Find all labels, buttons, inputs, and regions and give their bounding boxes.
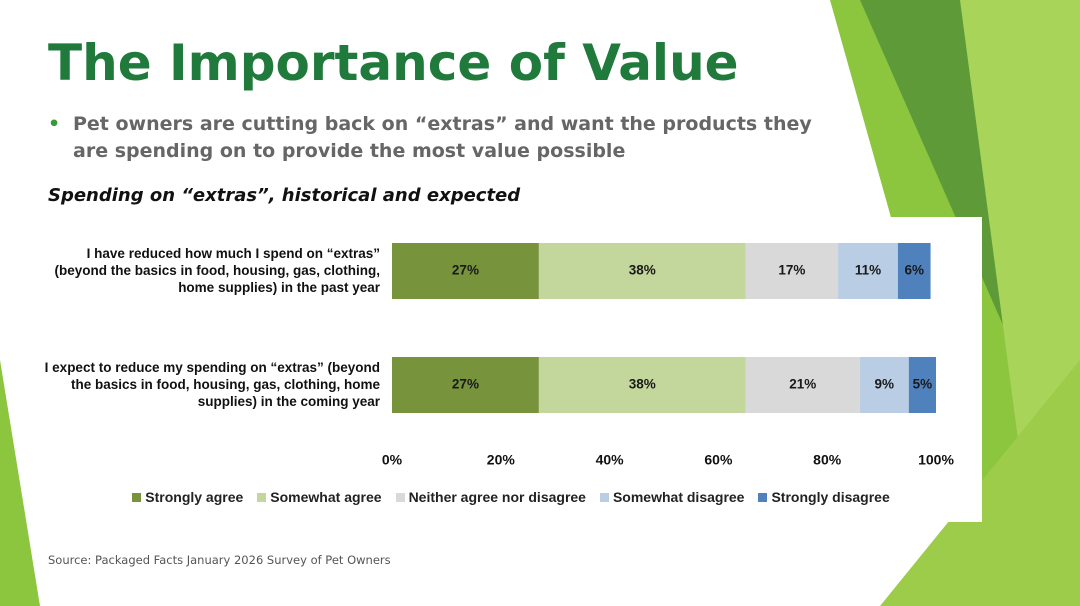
data-label: 27% bbox=[452, 377, 479, 392]
legend-label: Somewhat disagree bbox=[612, 489, 745, 505]
legend-label: Strongly disagree bbox=[771, 489, 890, 505]
legend-swatch bbox=[257, 493, 267, 502]
bar-segment bbox=[538, 243, 746, 299]
bar-segment bbox=[838, 243, 898, 299]
bar-segment bbox=[538, 357, 746, 413]
legend-label: Neither agree nor disagree bbox=[408, 489, 586, 505]
data-label: 17% bbox=[778, 263, 805, 278]
legend-label: Somewhat agree bbox=[270, 489, 382, 505]
decoration bbox=[0, 360, 40, 606]
legend-item: Strongly disagree bbox=[758, 489, 890, 505]
data-label: 6% bbox=[904, 263, 924, 278]
x-tick-label: 60% bbox=[704, 452, 733, 468]
legend-swatch bbox=[599, 493, 609, 502]
data-label: 5% bbox=[913, 377, 933, 392]
x-tick-label: 0% bbox=[382, 452, 403, 468]
legend: Strongly agree Somewhat agree Neither agre… bbox=[40, 489, 982, 505]
data-label: 27% bbox=[452, 263, 479, 278]
legend-swatch bbox=[395, 493, 405, 502]
data-label: 21% bbox=[789, 377, 816, 392]
bar-segment bbox=[859, 357, 909, 413]
category-label: I expect to reduce my spending on “extra… bbox=[44, 360, 380, 409]
bar-segment bbox=[908, 357, 936, 413]
x-tick-label: 20% bbox=[487, 452, 516, 468]
bar-segment bbox=[897, 243, 931, 299]
legend-item: Strongly agree bbox=[132, 489, 243, 505]
chart-heading: Spending on “extras”, historical and exp… bbox=[48, 185, 521, 206]
bar-segment bbox=[392, 243, 539, 299]
bullet: Pet owners are cutting back on “extras” … bbox=[48, 111, 833, 165]
legend-item: Somewhat agree bbox=[257, 489, 382, 505]
bar-segment bbox=[392, 357, 539, 413]
data-label: 38% bbox=[629, 377, 656, 392]
bar-segment bbox=[745, 357, 860, 413]
legend-item: Somewhat disagree bbox=[599, 489, 745, 505]
legend-item: Neither agree nor disagree bbox=[395, 489, 586, 505]
bar-segment bbox=[745, 243, 839, 299]
data-label: 9% bbox=[875, 377, 895, 392]
legend-swatch bbox=[132, 493, 142, 502]
data-label: 11% bbox=[855, 263, 881, 278]
x-tick-label: 100% bbox=[918, 452, 954, 468]
legend-swatch bbox=[758, 493, 768, 502]
legend-label: Strongly agree bbox=[145, 489, 244, 505]
x-tick-label: 80% bbox=[813, 452, 842, 468]
data-label: 38% bbox=[629, 263, 656, 278]
x-tick-label: 40% bbox=[596, 452, 625, 468]
category-label: I have reduced how much I spend on “extr… bbox=[54, 246, 380, 295]
slide-title: The Importance of Value bbox=[48, 34, 739, 92]
source: Source: Packaged Facts January 2026 Surv… bbox=[48, 553, 391, 567]
